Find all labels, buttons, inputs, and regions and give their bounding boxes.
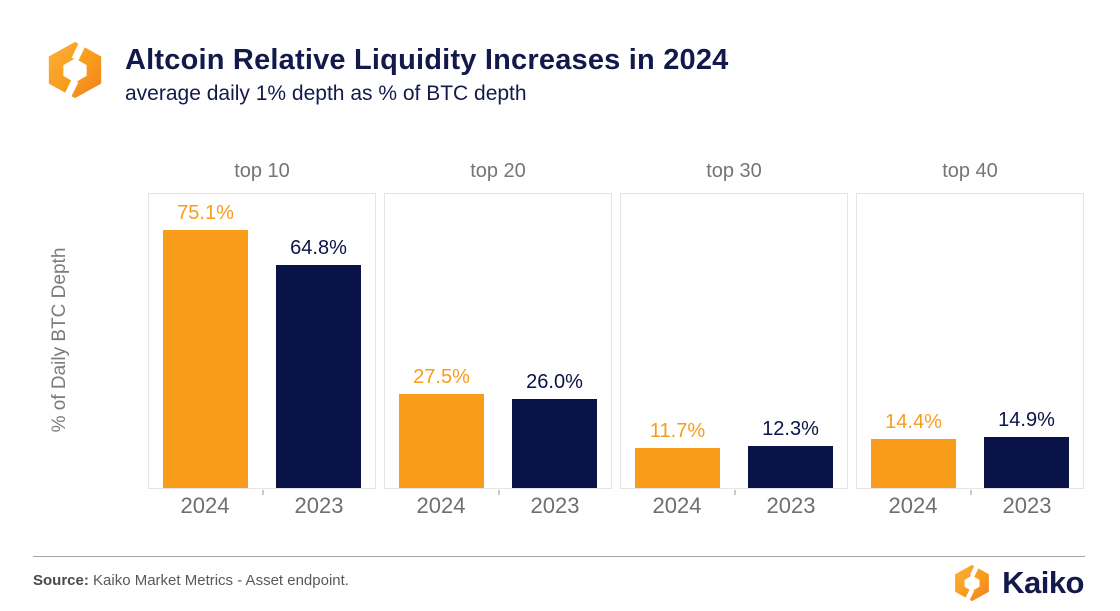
brand-name: Kaiko [1002,565,1084,600]
source-text: Kaiko Market Metrics - Asset endpoint. [88,572,349,589]
x-axis: 2024 2023 [148,489,376,523]
x-tick-label: 2023 [1002,493,1052,518]
facet-panel: 27.5% 26.0% [384,193,612,495]
value-label: 26.0% [526,370,583,393]
footer-divider [33,556,1085,557]
facet-panel: 11.7% 12.3% [620,193,848,495]
bar-slot-2024: 75.1% [149,194,262,488]
value-label: 11.7% [649,419,706,442]
facet-panel: 14.4% 14.9% [856,193,1084,495]
x-tick-label: 2023 [530,493,580,518]
facets: top 10 75.1% 64.8% 2024 2023 top 20 27.5% 26.0%… [148,160,1084,523]
x-tick-label: 2023 [294,493,344,518]
value-label: 27.5% [413,365,470,388]
facet-top-30: top 30 11.7% 12.3% 2024 2023 [620,160,848,523]
x-tick-label: 2024 [652,493,702,518]
facet-label: top 10 [234,160,290,182]
x-axis: 2024 2023 [856,489,1084,523]
bar-slot-2024: 11.7% [621,194,734,488]
facet-panel: 75.1% 64.8% [148,193,376,495]
bar-2023 [275,265,362,488]
source-line: Source: Kaiko Market Metrics - Asset end… [33,572,349,589]
footer-brand: Kaiko [952,562,1084,604]
bar-slot-2023: 26.0% [498,194,611,488]
bar-slot-2023: 14.9% [970,194,1083,488]
x-tick-label: 2024 [416,493,466,518]
source-label: Source: [33,572,89,589]
bar-2023 [511,398,598,488]
page-subtitle: average daily 1% depth as % of BTC depth [125,82,527,105]
value-label: 12.3% [762,417,819,440]
page-title: Altcoin Relative Liquidity Increases in … [125,44,729,76]
kaiko-logo-icon [955,562,989,604]
bar-2024 [398,393,485,488]
facet-top-40: top 40 14.4% 14.9% 2024 2023 [856,160,1084,523]
value-label: 75.1% [177,202,234,225]
bar-slot-2024: 27.5% [385,194,498,488]
x-tick-label: 2024 [180,493,230,518]
x-axis: 2024 2023 [384,489,612,523]
bar-2024 [634,447,721,488]
header-titles: Altcoin Relative Liquidity Increases in … [125,44,729,106]
facet-top-10: top 10 75.1% 64.8% 2024 2023 [148,160,376,523]
bar-2023 [983,436,1070,488]
value-label: 14.9% [998,408,1055,431]
x-tick-label: 2023 [766,493,816,518]
kaiko-logo-icon [48,38,102,102]
value-label: 64.8% [290,237,347,260]
bar-2024 [162,230,249,488]
facet-top-20: top 20 27.5% 26.0% 2024 2023 [384,160,612,523]
bar-slot-2024: 14.4% [857,194,970,488]
value-label: 14.4% [885,410,942,433]
facet-label: top 40 [942,160,998,182]
bar-2023 [747,445,834,488]
x-axis: 2024 2023 [620,489,848,523]
y-axis-label: % of Daily BTC Depth [49,247,70,433]
bar-slot-2023: 64.8% [262,194,375,488]
bar-slot-2023: 12.3% [734,194,847,488]
facet-label: top 20 [470,160,526,182]
bar-2024 [870,438,957,488]
facet-label: top 30 [706,160,762,182]
x-tick-label: 2024 [888,493,938,518]
